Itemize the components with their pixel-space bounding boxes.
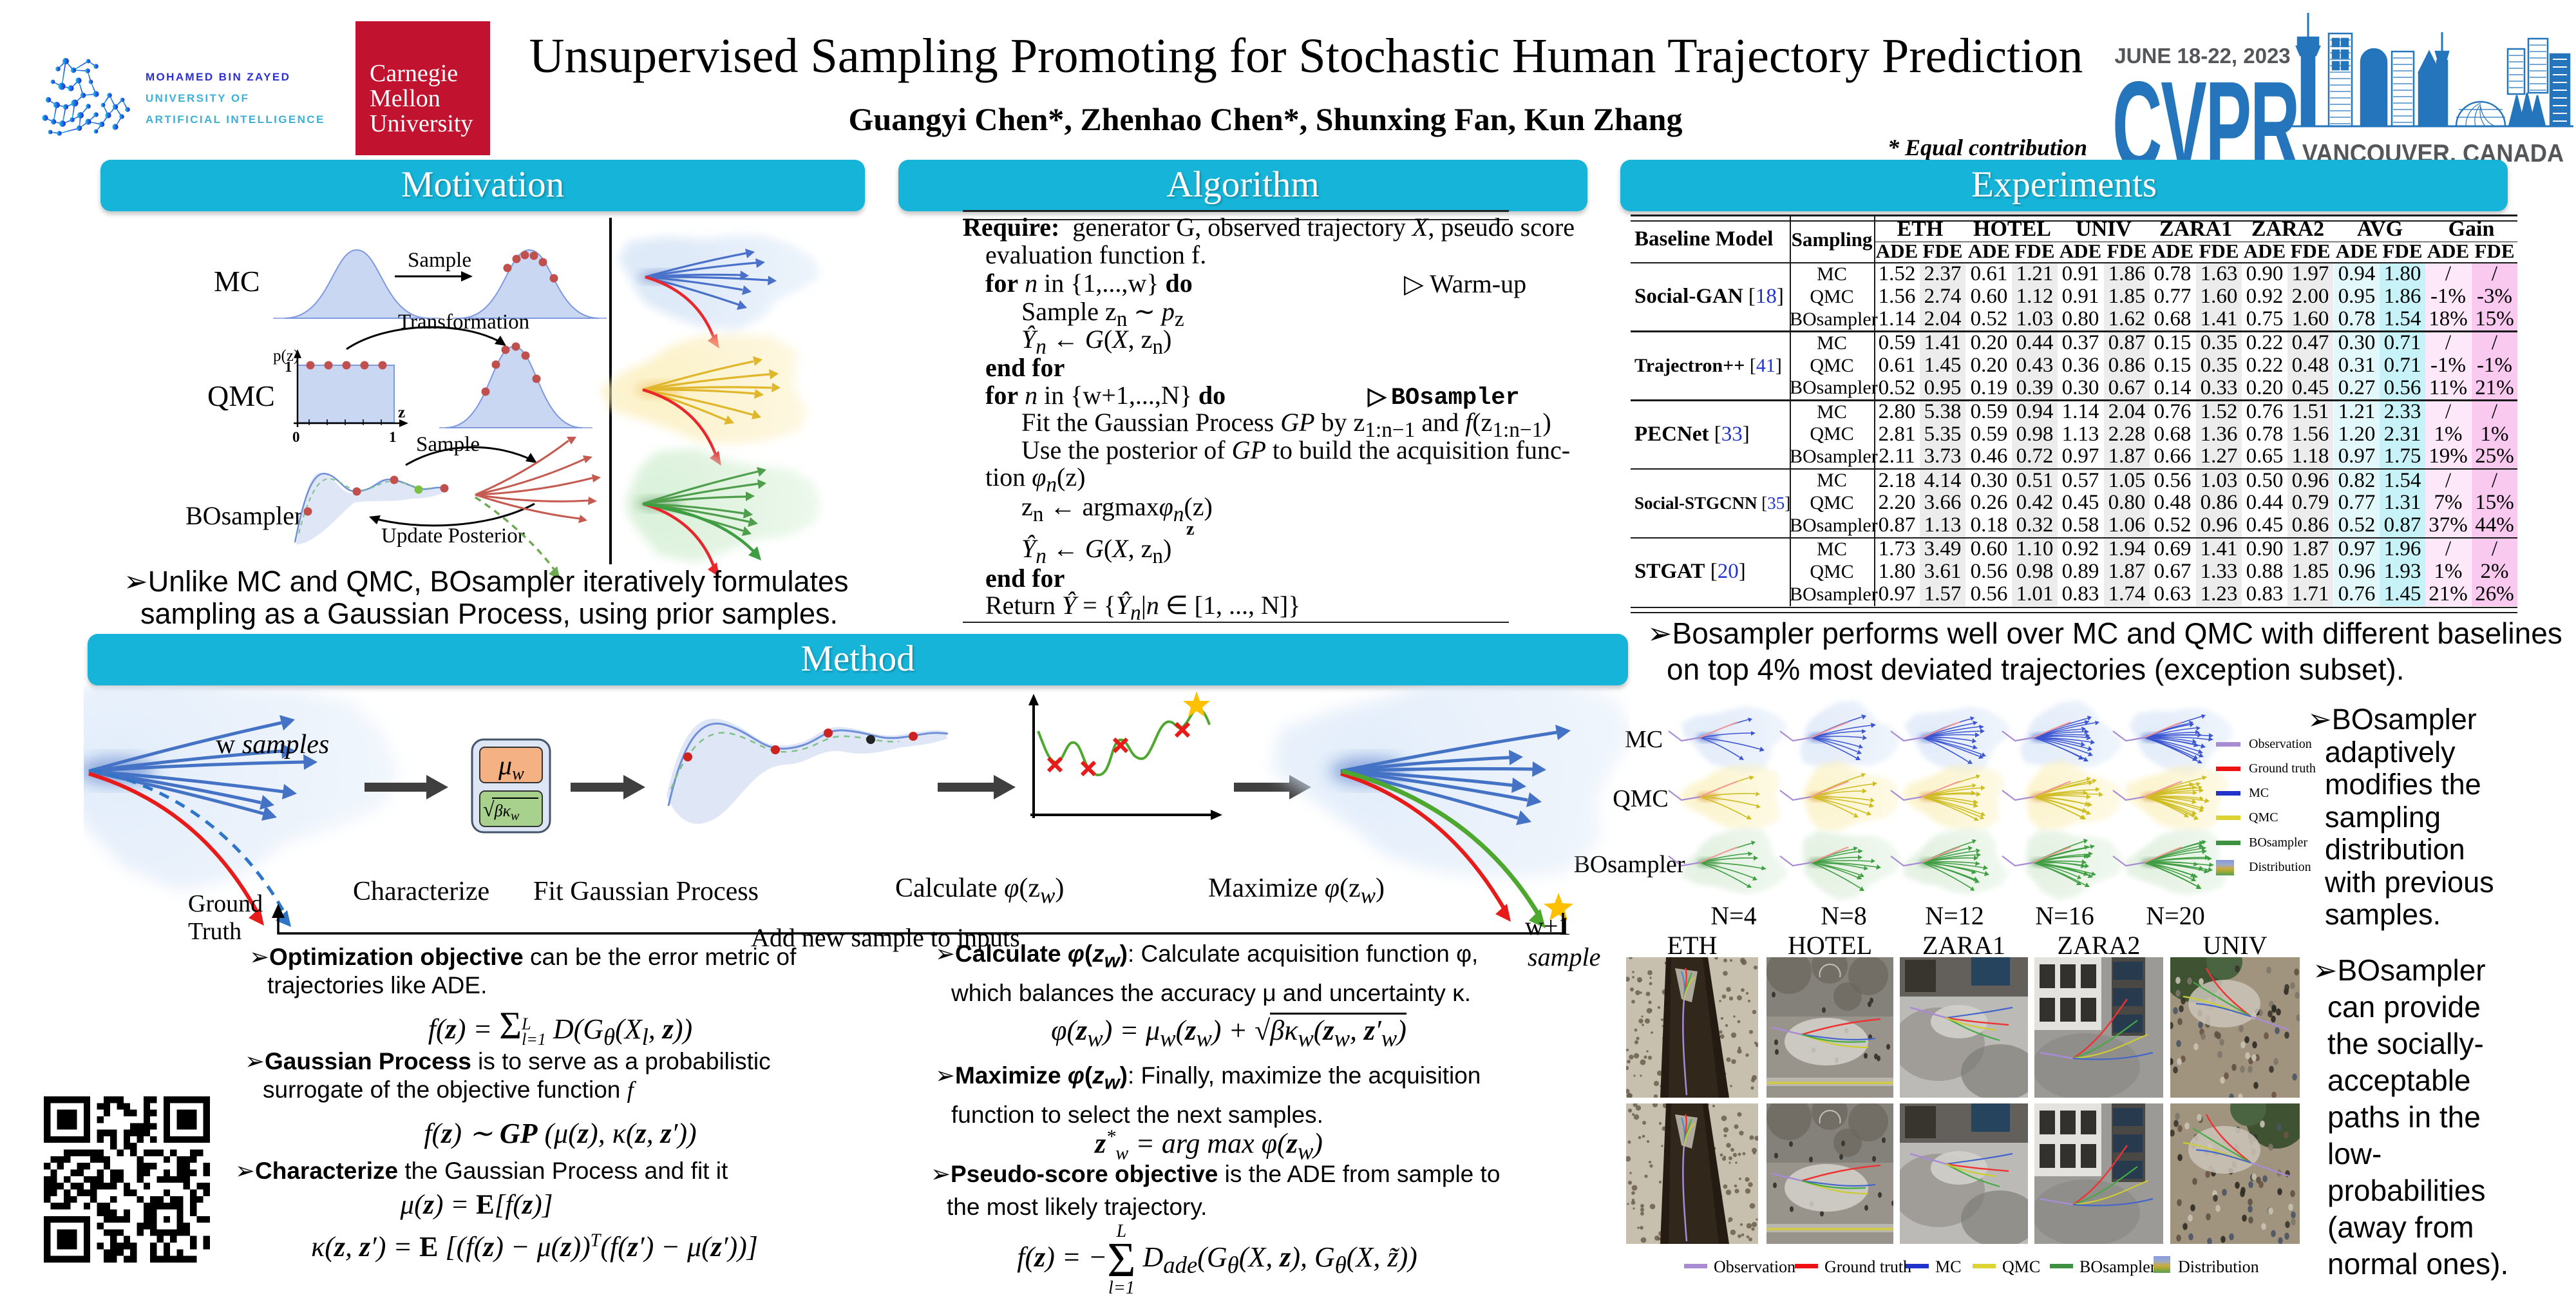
svg-text:z: z <box>398 404 405 421</box>
svg-text:0: 0 <box>292 429 300 445</box>
svg-text:QMC: QMC <box>207 379 275 412</box>
svg-text:1: 1 <box>389 429 397 445</box>
svg-text:BOsampler: BOsampler <box>185 501 303 530</box>
svg-text:p(z): p(z) <box>273 347 299 365</box>
svg-text:Transformation: Transformation <box>398 310 529 334</box>
svg-text:Update Posterior: Update Posterior <box>381 524 525 548</box>
svg-text:Sample: Sample <box>416 433 480 456</box>
svg-text:MC: MC <box>214 265 260 298</box>
svg-text:Sample: Sample <box>408 249 471 272</box>
svg-text:1: 1 <box>285 359 292 375</box>
